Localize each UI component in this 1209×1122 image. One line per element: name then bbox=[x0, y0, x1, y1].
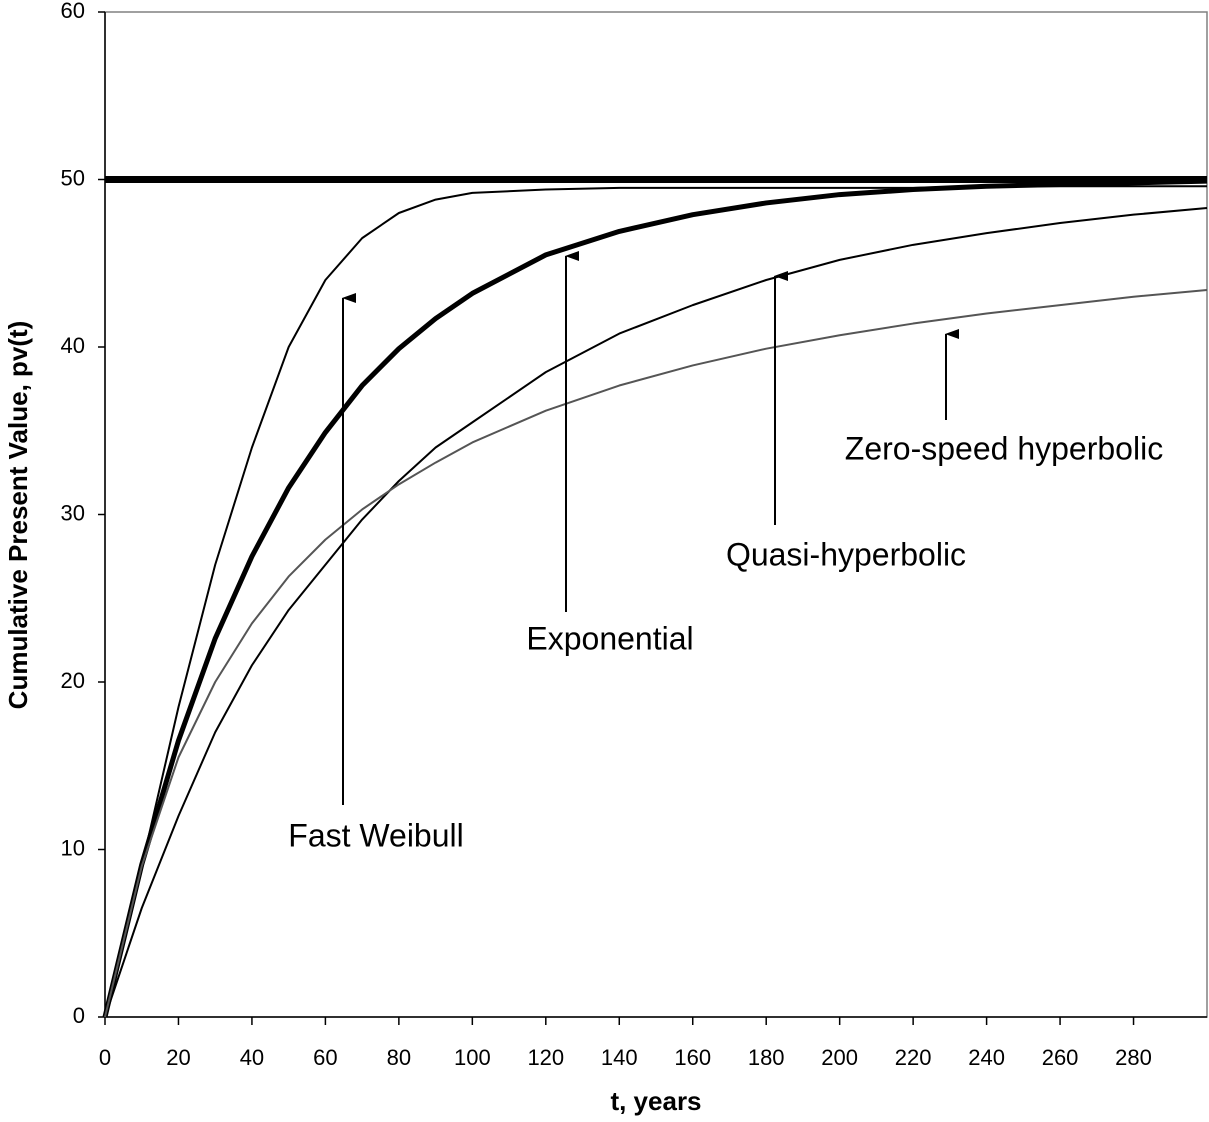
series-line bbox=[104, 206, 1208, 1018]
y-tick-label: 20 bbox=[61, 668, 85, 693]
x-tick-label: 80 bbox=[387, 1045, 411, 1070]
x-tick-label: 60 bbox=[313, 1045, 337, 1070]
x-tick-label: 280 bbox=[1115, 1045, 1152, 1070]
annotation: Fast Weibull bbox=[288, 817, 463, 853]
x-tick-label: 0 bbox=[99, 1045, 111, 1070]
y-tick-label: 50 bbox=[61, 165, 85, 190]
annotation: Zero-speed hyperbolic bbox=[845, 430, 1163, 466]
x-tick-label: 160 bbox=[674, 1045, 711, 1070]
annotation: Exponential bbox=[526, 620, 693, 656]
x-tick-label: 240 bbox=[968, 1045, 1005, 1070]
series-line bbox=[102, 178, 1208, 1018]
x-axis-title: t, years bbox=[610, 1086, 701, 1116]
x-tick-label: 200 bbox=[821, 1045, 858, 1070]
y-tick-label: 40 bbox=[61, 333, 85, 358]
y-axis-title: Cumulative Present Value, pv(t) bbox=[3, 321, 33, 710]
x-tick-label: 40 bbox=[240, 1045, 264, 1070]
x-tick-label: 100 bbox=[454, 1045, 491, 1070]
x-tick-label: 220 bbox=[895, 1045, 932, 1070]
series-line bbox=[104, 289, 1208, 1018]
series-line bbox=[104, 185, 1207, 1018]
annotation: Quasi-hyperbolic bbox=[726, 536, 966, 572]
x-tick-label: 260 bbox=[1042, 1045, 1079, 1070]
x-tick-label: 140 bbox=[601, 1045, 638, 1070]
x-tick-label: 180 bbox=[748, 1045, 785, 1070]
plot-frame bbox=[104, 11, 1208, 1018]
x-tick-label: 120 bbox=[527, 1045, 564, 1070]
y-tick-label: 0 bbox=[73, 1003, 85, 1028]
y-tick-label: 60 bbox=[61, 0, 85, 23]
y-tick-label: 10 bbox=[61, 835, 85, 860]
y-tick-label: 30 bbox=[61, 500, 85, 525]
x-tick-label: 20 bbox=[166, 1045, 190, 1070]
